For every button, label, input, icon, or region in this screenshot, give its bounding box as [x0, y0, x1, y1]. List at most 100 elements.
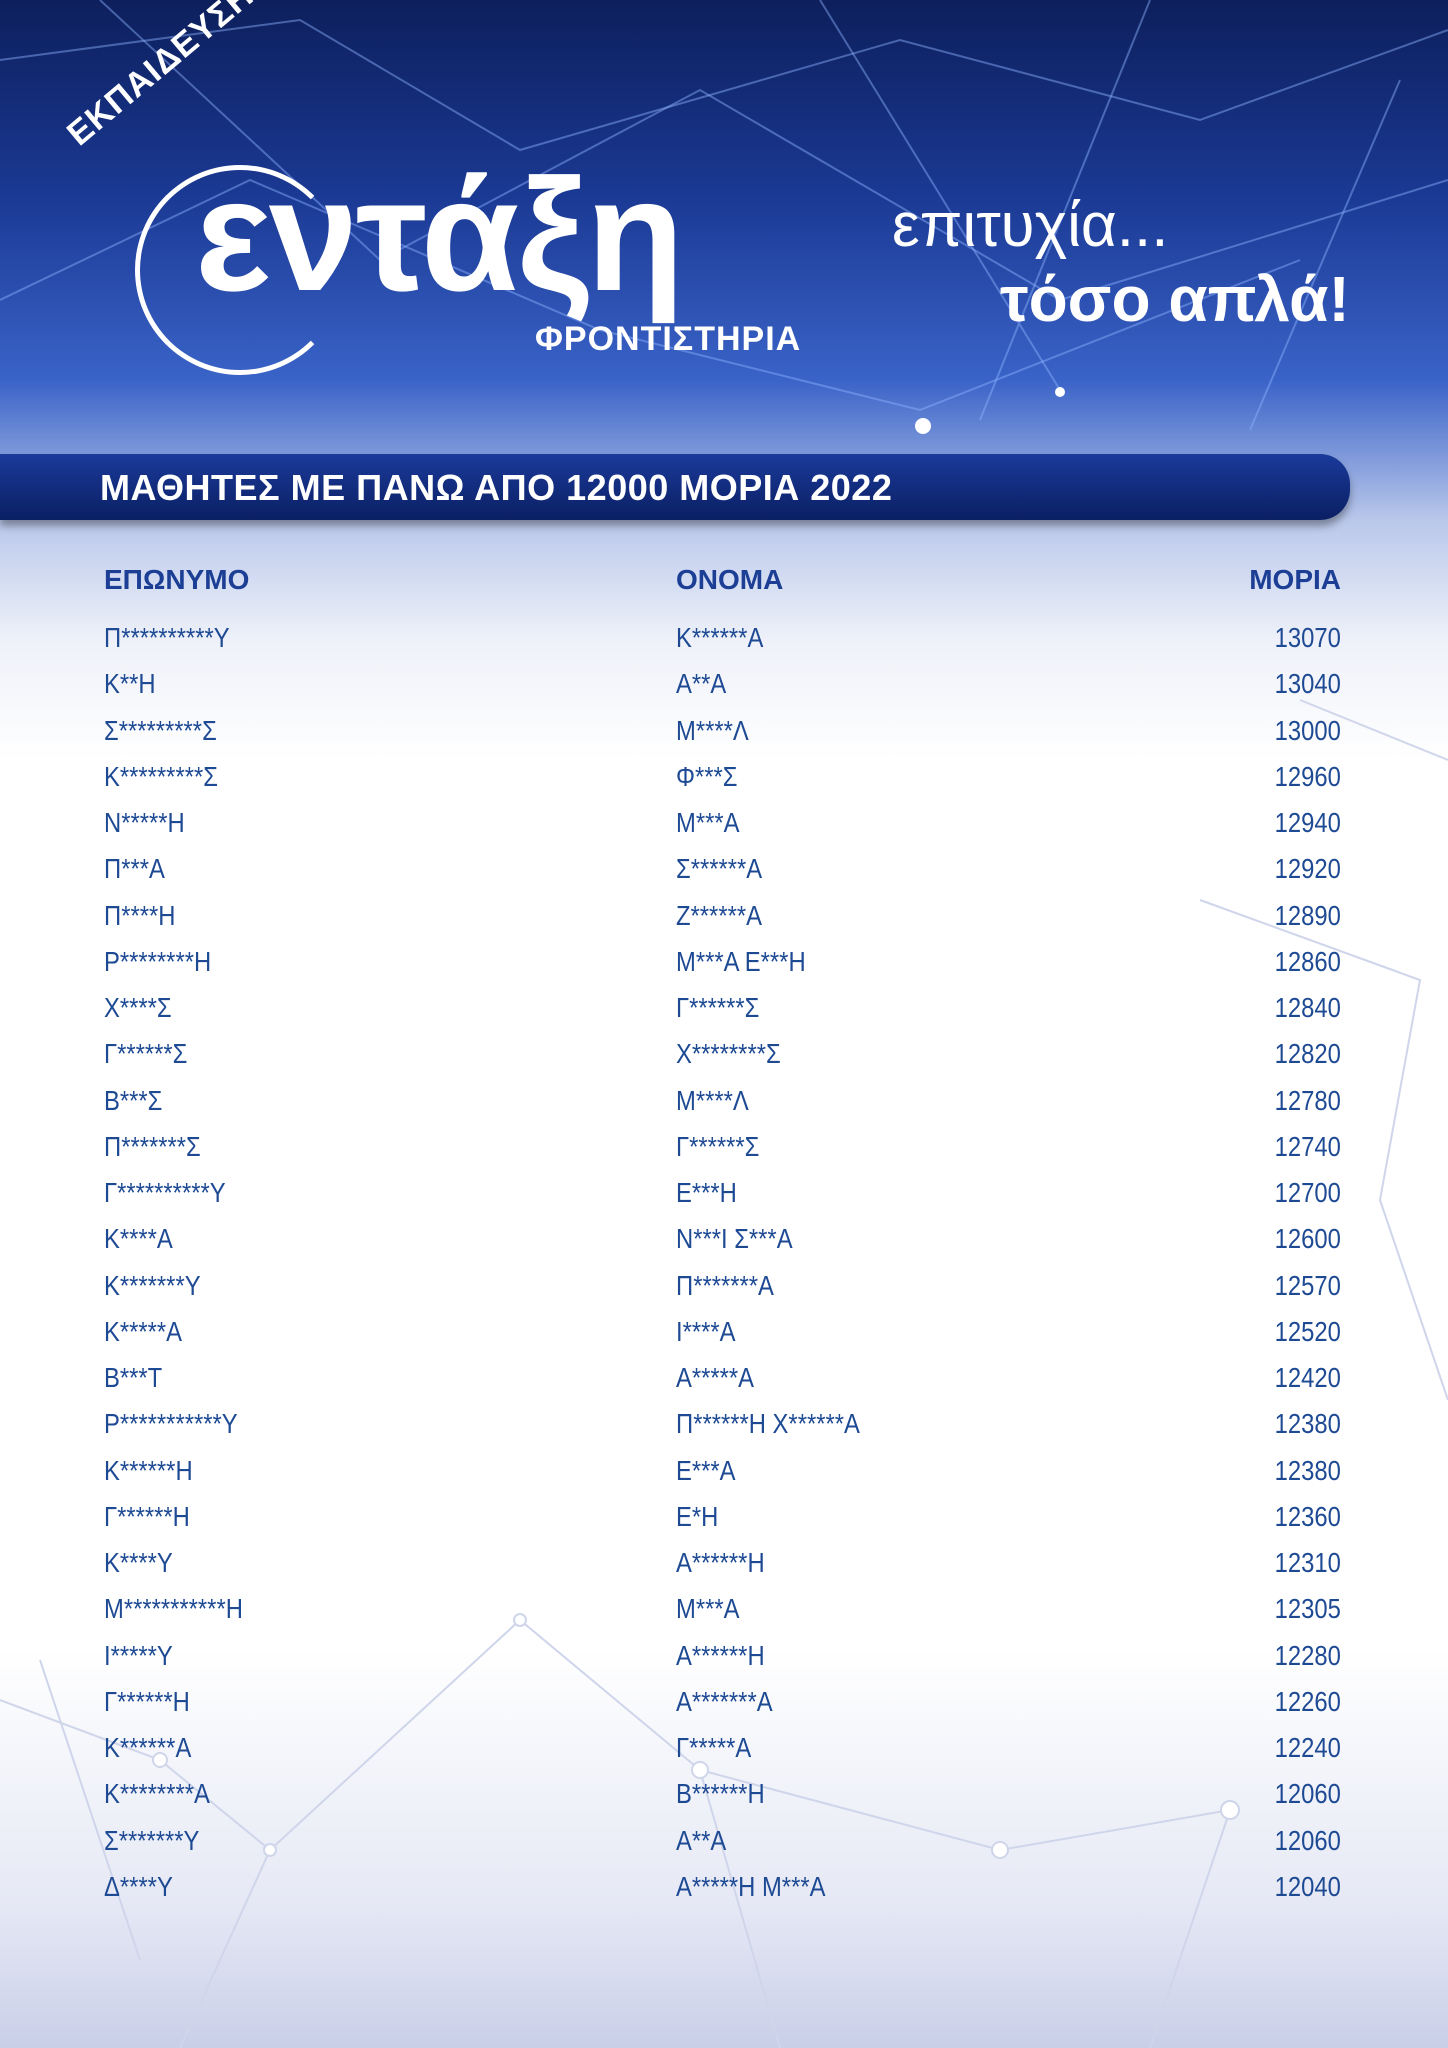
points-cell: 12860: [1274, 945, 1341, 977]
surname-cell: Κ*********Σ: [104, 760, 218, 792]
name-cell: Σ******Α: [676, 853, 763, 885]
points-cell: 12260: [1274, 1685, 1341, 1717]
name-cell: Μ****Λ: [676, 1084, 749, 1116]
surname-cell: Κ******Α: [104, 1732, 192, 1763]
points-cell: 12820: [1274, 1038, 1341, 1070]
table-row: Σ*******Υ Α**Α 12060: [0, 1825, 1448, 1865]
table-row: Κ****Α Ν***Ι Σ***Α 12600: [0, 1223, 1448, 1263]
surname-cell: Π*******Σ: [104, 1130, 201, 1162]
page-title: ΜΑΘΗΤΕΣ ΜΕ ΠΑΝΩ ΑΠΟ 12000 ΜΟΡΙΑ 2022: [100, 467, 893, 508]
points-cell: 12420: [1274, 1362, 1341, 1393]
points-cell: 12890: [1274, 899, 1341, 931]
logo-main-text: εντάξη: [195, 145, 684, 324]
table-row: Ρ********Η Μ***Α Ε***Η 12860: [0, 946, 1448, 986]
name-cell: Π******Η Χ******Α: [676, 1408, 860, 1440]
surname-cell: Μ***********Η: [104, 1593, 243, 1625]
points-cell: 12040: [1274, 1870, 1341, 1902]
points-cell: 12310: [1274, 1547, 1341, 1578]
surname-cell: Ρ***********Υ: [104, 1408, 238, 1440]
surname-cell: Κ******Η: [104, 1454, 193, 1486]
surname-cell: Κ*******Υ: [104, 1269, 201, 1301]
points-cell: 12600: [1274, 1223, 1341, 1255]
points-cell: 13040: [1274, 668, 1341, 700]
points-cell: 12305: [1274, 1593, 1341, 1625]
surname-cell: Δ****Υ: [104, 1870, 173, 1902]
points-cell: 12920: [1274, 853, 1341, 885]
table-row: Ι*****Υ Α******Η 12280: [0, 1640, 1448, 1680]
surname-cell: Π***Α: [104, 853, 165, 885]
name-cell: Π*******Α: [676, 1269, 774, 1301]
points-cell: 12380: [1274, 1454, 1341, 1486]
points-cell: 12570: [1274, 1269, 1341, 1301]
table-row: Β***Σ Μ****Λ 12780: [0, 1085, 1448, 1125]
points-cell: 12740: [1274, 1130, 1341, 1162]
points-cell: 12240: [1274, 1732, 1341, 1763]
name-cell: Α*****Η Μ***Α: [676, 1870, 826, 1902]
name-cell: Μ****Λ: [676, 714, 749, 746]
points-cell: 12380: [1274, 1408, 1341, 1440]
name-cell: Μ***Α: [676, 1593, 740, 1625]
points-cell: 12360: [1274, 1500, 1341, 1532]
table-row: Ρ***********Υ Π******Η Χ******Α 12380: [0, 1408, 1448, 1448]
surname-cell: Π****Η: [104, 899, 176, 931]
table-row: Π**********Υ Κ******Α 13070: [0, 622, 1448, 662]
points-cell: 13000: [1274, 714, 1341, 746]
name-cell: Α******Η: [676, 1547, 765, 1578]
surname-cell: Κ****Υ: [104, 1547, 173, 1578]
surname-cell: Χ****Σ: [104, 992, 172, 1023]
table-row: Ν*****Η Μ***Α 12940: [0, 807, 1448, 847]
table-row: Γ******Η Α*******Α 12260: [0, 1686, 1448, 1726]
table-row: Μ***********Η Μ***Α 12305: [0, 1593, 1448, 1633]
name-cell: Γ******Σ: [676, 992, 760, 1023]
points-cell: 12060: [1274, 1778, 1341, 1810]
table-row: Κ*********Σ Φ***Σ 12960: [0, 761, 1448, 801]
name-cell: Γ*****Α: [676, 1732, 752, 1763]
table-row: Κ******Η Ε***Α 12380: [0, 1455, 1448, 1495]
table-row: Γ**********Υ Ε***Η 12700: [0, 1177, 1448, 1217]
surname-cell: Β***Τ: [104, 1362, 163, 1393]
surname-cell: Σ*********Σ: [104, 714, 217, 746]
name-cell: Ν***Ι Σ***Α: [676, 1223, 793, 1255]
surname-cell: Ι*****Υ: [104, 1639, 173, 1671]
table-row: Π*******Σ Γ******Σ 12740: [0, 1131, 1448, 1171]
name-cell: Ζ******Α: [676, 899, 762, 931]
table-row: Κ**Η Α**Α 13040: [0, 668, 1448, 708]
table-row: Κ*******Υ Π*******Α 12570: [0, 1270, 1448, 1310]
surname-cell: Κ****Α: [104, 1223, 173, 1255]
surname-cell: Ν*****Η: [104, 807, 185, 838]
points-cell: 12960: [1274, 760, 1341, 792]
name-cell: Ε***Η: [676, 1177, 737, 1208]
surname-cell: Γ**********Υ: [104, 1177, 226, 1208]
table-row: Κ****Υ Α******Η 12310: [0, 1547, 1448, 1587]
surname-cell: Ρ********Η: [104, 945, 212, 977]
name-cell: Ι****Α: [676, 1315, 736, 1347]
points-cell: 12780: [1274, 1084, 1341, 1116]
surname-cell: Κ********Α: [104, 1778, 210, 1810]
table-row: Σ*********Σ Μ****Λ 13000: [0, 715, 1448, 755]
logo: ΕΚΠΑΙΔΕΥΣΗ εντάξη ΦΡΟΝΤΙΣΤΗΡΙΑ: [60, 0, 815, 375]
table-row: Χ****Σ Γ******Σ 12840: [0, 992, 1448, 1032]
table-row: Π***Α Σ******Α 12920: [0, 853, 1448, 893]
table-row: Δ****Υ Α*****Η Μ***Α 12040: [0, 1871, 1448, 1911]
name-cell: Μ***Α: [676, 807, 740, 838]
surname-cell: Π**********Υ: [104, 622, 230, 653]
name-cell: Ε*Η: [676, 1500, 719, 1532]
table-row: Κ*****Α Ι****Α 12520: [0, 1316, 1448, 1356]
name-cell: Χ********Σ: [676, 1038, 781, 1070]
name-cell: Β******Η: [676, 1778, 765, 1810]
surname-cell: Σ*******Υ: [104, 1824, 200, 1856]
name-cell: Α*******Α: [676, 1685, 773, 1717]
points-cell: 12700: [1274, 1177, 1341, 1208]
name-cell: Α*****Α: [676, 1362, 755, 1393]
surname-cell: Γ******Η: [104, 1500, 190, 1532]
points-cell: 12840: [1274, 992, 1341, 1023]
header-surname: ΕΠΩΝΥΜΟ: [104, 564, 250, 595]
points-cell: 12060: [1274, 1824, 1341, 1856]
table-row: Κ******Α Γ*****Α 12240: [0, 1732, 1448, 1772]
surname-cell: Γ******Σ: [104, 1038, 188, 1070]
points-cell: 12280: [1274, 1639, 1341, 1671]
name-cell: Α******Η: [676, 1639, 765, 1671]
surname-cell: Κ**Η: [104, 668, 156, 700]
table-row: Κ********Α Β******Η 12060: [0, 1778, 1448, 1818]
table-row: Β***Τ Α*****Α 12420: [0, 1362, 1448, 1402]
